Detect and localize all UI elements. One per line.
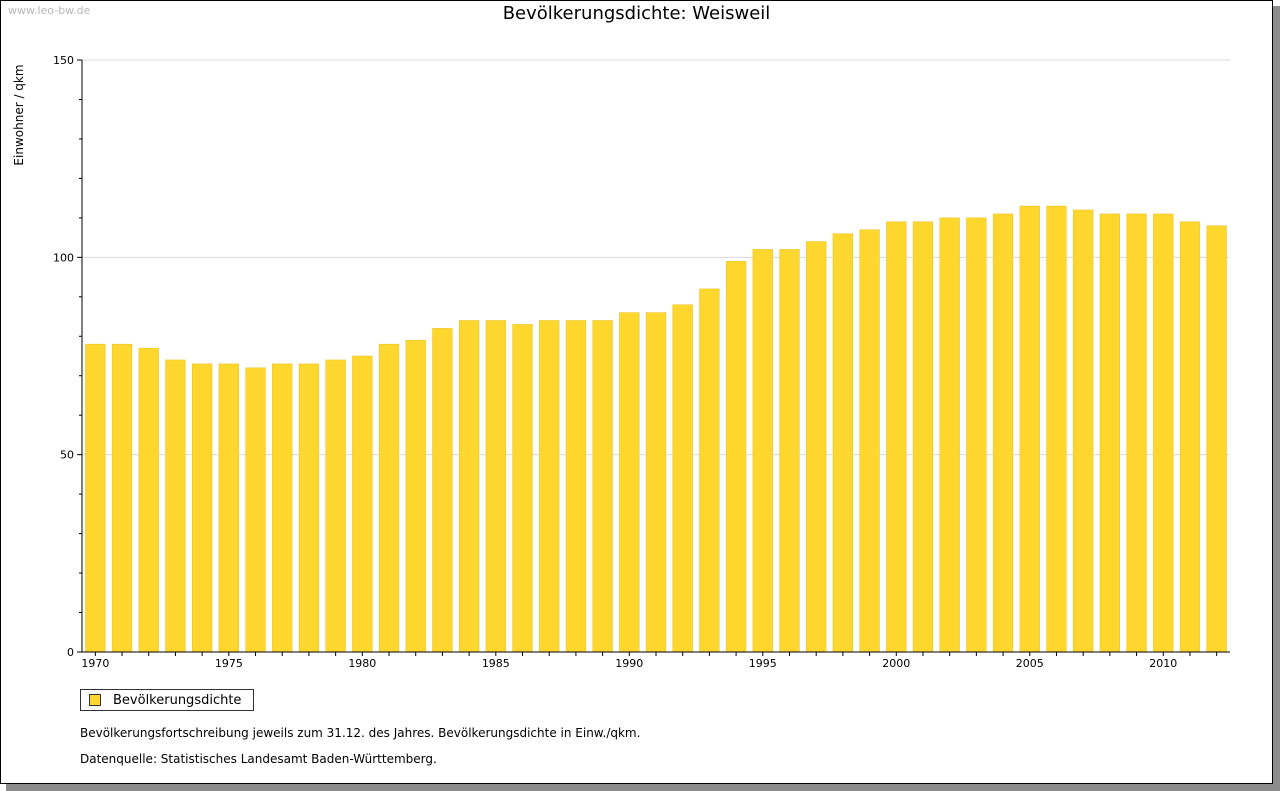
bar-2001 bbox=[912, 221, 934, 653]
y-tick-label-100: 100 bbox=[53, 251, 74, 264]
bar-1982 bbox=[405, 339, 426, 653]
footnote-method: Bevölkerungsfortschreibung jeweils zum 3… bbox=[80, 726, 641, 740]
bar-1986 bbox=[512, 324, 533, 653]
bar-2004 bbox=[992, 213, 1014, 653]
watermark: www.leo-bw.de bbox=[8, 4, 91, 17]
bar-2005 bbox=[1019, 205, 1040, 653]
bar-1991 bbox=[645, 312, 667, 653]
x-tick-label-1970: 1970 bbox=[81, 657, 109, 670]
bar-1999 bbox=[859, 229, 880, 653]
x-tick-label-1995: 1995 bbox=[749, 657, 777, 670]
x-tick-label-1975: 1975 bbox=[215, 657, 243, 670]
x-tick-label-2010: 2010 bbox=[1149, 657, 1177, 670]
bar-1996 bbox=[779, 249, 800, 653]
bar-1989 bbox=[592, 320, 613, 653]
legend-label: Bevölkerungsdichte bbox=[113, 692, 242, 708]
bar-2007 bbox=[1073, 209, 1094, 653]
bar-1984 bbox=[458, 320, 480, 653]
y-tick-label-150: 150 bbox=[53, 54, 74, 67]
bar-1977 bbox=[272, 363, 293, 653]
bar-2000 bbox=[886, 221, 907, 653]
footnote-source: Datenquelle: Statistisches Landesamt Bad… bbox=[80, 752, 437, 766]
bar-2011 bbox=[1179, 221, 1201, 653]
legend: Bevölkerungsdichte bbox=[80, 689, 255, 711]
bar-1987 bbox=[539, 320, 560, 653]
y-tick-label-50: 50 bbox=[60, 449, 74, 462]
bar-1973 bbox=[165, 359, 186, 653]
bar-2006 bbox=[1046, 205, 1067, 653]
bar-1974 bbox=[192, 363, 213, 653]
bar-1985 bbox=[485, 320, 506, 653]
bar-1997 bbox=[806, 241, 827, 653]
frame-shadow-right bbox=[1273, 6, 1280, 791]
bar-1972 bbox=[138, 347, 159, 653]
x-tick-label-2000: 2000 bbox=[882, 657, 910, 670]
bar-2010 bbox=[1153, 213, 1174, 653]
bar-1970 bbox=[85, 343, 106, 653]
x-tick-label-1990: 1990 bbox=[615, 657, 643, 670]
bar-2009 bbox=[1126, 213, 1147, 653]
bar-2002 bbox=[939, 217, 960, 653]
bar-1981 bbox=[378, 343, 400, 653]
bar-1975 bbox=[218, 363, 239, 653]
bar-1976 bbox=[245, 367, 266, 653]
x-tick-label-1985: 1985 bbox=[482, 657, 510, 670]
bar-1971 bbox=[111, 343, 133, 653]
bar-1998 bbox=[832, 233, 854, 653]
bar-2008 bbox=[1099, 213, 1120, 653]
bar-1990 bbox=[619, 312, 640, 653]
chart-title: Bevölkerungsdichte: Weisweil bbox=[502, 3, 771, 24]
frame-shadow-bottom bbox=[6, 784, 1280, 791]
x-tick-label-1980: 1980 bbox=[348, 657, 376, 670]
bar-1980 bbox=[352, 355, 373, 653]
x-tick-label-2005: 2005 bbox=[1016, 657, 1044, 670]
bar-2003 bbox=[966, 217, 987, 653]
bar-1978 bbox=[298, 363, 320, 653]
y-tick-label-0: 0 bbox=[67, 646, 74, 659]
bar-1992 bbox=[672, 304, 693, 653]
bar-1994 bbox=[725, 261, 747, 653]
bar-1979 bbox=[325, 359, 346, 653]
bar-2012 bbox=[1206, 225, 1227, 653]
bar-1993 bbox=[699, 288, 720, 653]
bar-1983 bbox=[432, 328, 453, 653]
legend-swatch bbox=[89, 694, 101, 706]
bar-1988 bbox=[565, 320, 587, 653]
bar-1995 bbox=[752, 249, 773, 653]
